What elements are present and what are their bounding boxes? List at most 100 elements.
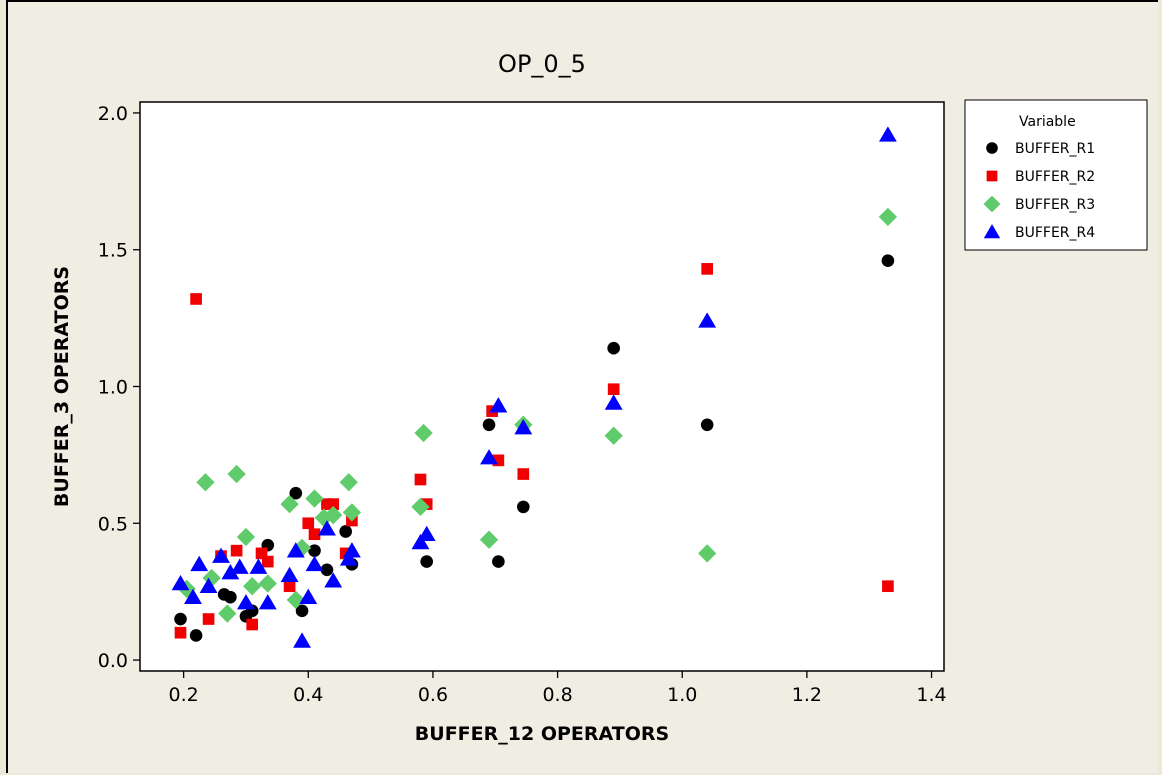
data-point	[280, 566, 299, 583]
data-point	[342, 542, 361, 558]
x-tick-label: 0.2	[169, 684, 199, 706]
series-buffer-r4	[171, 126, 897, 648]
data-point	[230, 544, 243, 557]
y-axis: 0.0 0.5 1.0 1.5 2.0	[98, 103, 140, 672]
data-point	[286, 542, 305, 558]
data-points	[171, 126, 898, 648]
data-point	[243, 577, 262, 596]
data-point	[492, 555, 505, 568]
series-buffer-r3	[177, 207, 898, 623]
data-point	[321, 498, 333, 510]
data-point	[514, 419, 533, 435]
data-point	[305, 489, 324, 508]
legend-item: BUFFER_R2	[986, 169, 1095, 185]
data-point	[604, 394, 623, 410]
scatter-chart: OP_0_5 0.2 0.4 0.6 0.8 1.0 1.2 1.4 0.0 0.5 1.0 1.…	[51, 50, 1148, 745]
data-point	[202, 613, 215, 625]
data-point	[289, 486, 303, 500]
plot-background	[139, 101, 945, 672]
data-point	[258, 594, 277, 610]
data-point	[482, 418, 496, 432]
data-point	[230, 558, 249, 574]
x-tick-label: 1.4	[916, 684, 946, 706]
data-point	[420, 555, 433, 568]
data-point	[171, 574, 190, 591]
y-tick-label: 0.0	[98, 650, 128, 672]
data-point	[320, 563, 334, 577]
chart-title: OP_0_5	[498, 50, 586, 78]
legend-marker	[983, 195, 1001, 213]
y-axis-title: BUFFER_3 OPERATORS	[51, 266, 73, 507]
x-axis-title: BUFFER_12 OPERATORS	[415, 723, 669, 745]
data-point	[246, 618, 259, 631]
x-tick-label: 1.2	[792, 684, 822, 706]
x-axis: 0.2 0.4 0.6 0.8 1.0 1.2 1.4	[169, 671, 947, 706]
data-point	[308, 544, 321, 557]
data-point	[174, 626, 187, 639]
chart-figure: OP_0_5 0.2 0.4 0.6 0.8 1.0 1.2 1.4 0.0 0.5 1.0 1.…	[6, 0, 1158, 773]
x-tick-label: 0.4	[293, 684, 323, 706]
data-point	[302, 517, 315, 530]
y-tick-label: 2.0	[98, 103, 128, 125]
data-point	[339, 525, 352, 538]
data-point	[190, 293, 202, 305]
data-point	[339, 550, 358, 566]
legend-marker	[986, 170, 998, 182]
x-tick-label: 0.8	[542, 684, 572, 706]
data-point	[218, 604, 237, 623]
data-point	[280, 494, 299, 514]
data-point	[411, 533, 430, 550]
data-point	[255, 547, 268, 560]
data-point	[236, 527, 256, 547]
data-point	[604, 426, 623, 445]
data-point	[881, 254, 895, 267]
data-point	[492, 454, 505, 467]
plot-area: 0.2 0.4 0.6 0.8 1.0 1.2 1.4 0.0 0.5 1.0 1.5 2.0	[98, 101, 947, 706]
data-point	[878, 207, 898, 227]
data-point	[318, 520, 336, 536]
data-point	[258, 574, 277, 593]
y-tick-label: 0.5	[98, 513, 128, 535]
y-tick-label: 1.0	[98, 377, 128, 399]
data-point	[261, 555, 274, 568]
data-point	[698, 312, 717, 328]
data-point	[196, 473, 215, 492]
data-point	[212, 547, 230, 563]
data-point	[283, 580, 296, 593]
data-point	[517, 500, 530, 514]
data-point	[190, 555, 209, 572]
data-point	[199, 577, 218, 594]
data-point	[174, 612, 187, 626]
x-tick-label: 0.6	[418, 684, 448, 706]
data-point	[189, 629, 203, 642]
data-point	[293, 632, 311, 648]
legend-item: BUFFER_R1	[986, 141, 1095, 157]
y-tick-label: 1.5	[98, 240, 128, 262]
data-point	[249, 558, 268, 574]
data-point	[414, 473, 427, 486]
data-point	[878, 126, 897, 142]
data-point	[327, 498, 340, 510]
legend-item: BUFFER_R4	[983, 224, 1095, 241]
legend: Variable BUFFER_R1BUFFER_R2BUFFER_R3BUFF…	[964, 99, 1148, 251]
data-point	[411, 497, 430, 517]
data-point	[700, 418, 714, 432]
data-point	[227, 464, 246, 484]
data-point	[324, 572, 343, 588]
legend-label: BUFFER_R1	[1015, 141, 1095, 157]
data-point	[414, 423, 433, 443]
data-point	[299, 588, 318, 604]
legend-label: BUFFER_R4	[1015, 225, 1095, 241]
legend-label: BUFFER_R3	[1015, 197, 1095, 213]
legend-items: BUFFER_R1 BUFFER_R2 BUFFER_R3 BUFFER_R4	[983, 141, 1095, 241]
data-point	[224, 590, 237, 604]
data-point	[517, 468, 530, 480]
legend-marker	[983, 224, 1001, 239]
data-point	[237, 594, 255, 610]
x-tick-label: 1.0	[667, 684, 697, 706]
legend-title: Variable	[1019, 114, 1076, 130]
data-point	[221, 564, 240, 580]
data-point	[607, 383, 620, 396]
legend-label: BUFFER_R2	[1015, 169, 1095, 185]
data-point	[417, 525, 436, 542]
